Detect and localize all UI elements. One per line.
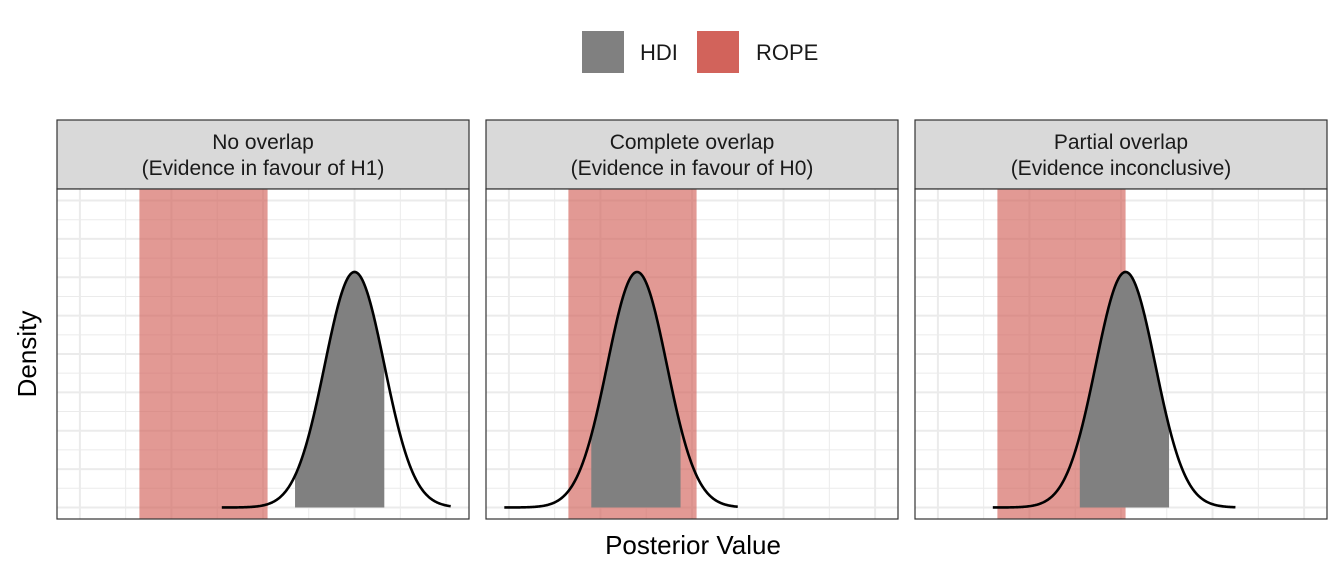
y-axis-title: Density xyxy=(12,311,42,398)
hdi-area xyxy=(295,271,385,508)
hdi-area xyxy=(1079,271,1170,508)
facet-panels: No overlap (Evidence in favour of H1) Comp… xyxy=(56,119,1328,520)
facet-strip xyxy=(56,119,470,190)
x-axis-title: Posterior Value xyxy=(605,530,781,560)
hdi-area xyxy=(591,271,681,508)
panel-border xyxy=(56,188,470,520)
legend-key-hdi xyxy=(582,31,624,73)
legend: HDI ROPE xyxy=(582,31,818,73)
facet-strip-line2: (Evidence in favour of H0) xyxy=(571,157,814,180)
density-curve xyxy=(992,270,1236,509)
facet-strip-line1: No overlap xyxy=(212,131,314,154)
panel-border xyxy=(485,188,899,520)
legend-label-rope: ROPE xyxy=(756,40,818,65)
facet-strip xyxy=(914,119,1328,190)
density-curve xyxy=(221,270,452,509)
density-curve xyxy=(503,270,739,509)
facet-strip-line2: (Evidence in favour of H1) xyxy=(142,157,385,180)
facet-strip xyxy=(485,119,899,190)
facet-strip-line2: (Evidence inconclusive) xyxy=(1011,157,1232,180)
panel-border xyxy=(914,188,1328,520)
facet-strip-line1: Complete overlap xyxy=(610,131,775,154)
facet-panel: Complete overlap (Evidence in favour of H… xyxy=(485,119,899,520)
facet-strip-line1: Partial overlap xyxy=(1054,131,1188,154)
facet-panel: Partial overlap (Evidence inconclusive) xyxy=(914,119,1328,520)
facet-panel: No overlap (Evidence in favour of H1) xyxy=(56,119,470,520)
rope-band xyxy=(139,189,268,519)
legend-label-hdi: HDI xyxy=(640,40,678,65)
legend-key-rope xyxy=(697,31,739,73)
